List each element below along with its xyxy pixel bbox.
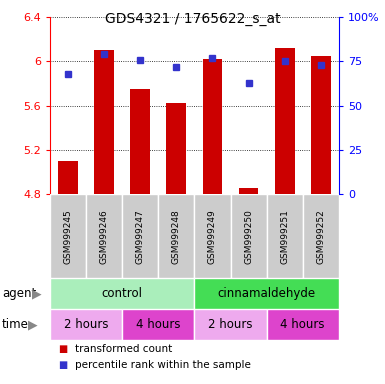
Text: percentile rank within the sample: percentile rank within the sample (75, 360, 251, 370)
Bar (122, 194, 158, 278)
Text: ▶: ▶ (28, 318, 38, 331)
Bar (166, 103, 186, 194)
Text: 2 hours: 2 hours (208, 318, 253, 331)
Bar (194, 278, 339, 309)
Bar (231, 194, 266, 278)
Bar (194, 194, 231, 278)
Text: ▶: ▶ (32, 287, 41, 300)
Bar (50, 309, 122, 340)
Text: 4 hours: 4 hours (136, 318, 181, 331)
Text: control: control (102, 287, 143, 300)
Text: GSM999249: GSM999249 (208, 209, 217, 263)
Text: GSM999245: GSM999245 (64, 209, 73, 263)
Text: time: time (2, 318, 29, 331)
Bar (303, 194, 339, 278)
Text: GSM999247: GSM999247 (136, 209, 145, 263)
Bar (311, 56, 331, 194)
Text: transformed count: transformed count (75, 344, 172, 354)
Bar (131, 89, 150, 194)
Bar (275, 48, 295, 194)
Text: agent: agent (2, 287, 36, 300)
Bar (86, 194, 122, 278)
Bar (266, 194, 303, 278)
Text: ■: ■ (58, 360, 67, 370)
Bar (239, 189, 258, 194)
Text: GSM999246: GSM999246 (100, 209, 109, 263)
Text: cinnamaldehyde: cinnamaldehyde (218, 287, 316, 300)
Bar (58, 161, 78, 194)
Text: GSM999252: GSM999252 (316, 209, 325, 263)
Bar (203, 59, 223, 194)
Text: 4 hours: 4 hours (280, 318, 325, 331)
Bar (158, 194, 194, 278)
Text: 2 hours: 2 hours (64, 318, 109, 331)
Text: ■: ■ (58, 344, 67, 354)
Bar (94, 50, 114, 194)
Bar (50, 194, 86, 278)
Text: GDS4321 / 1765622_s_at: GDS4321 / 1765622_s_at (105, 12, 280, 25)
Text: GSM999251: GSM999251 (280, 209, 289, 263)
Text: GSM999250: GSM999250 (244, 209, 253, 263)
Bar (194, 309, 266, 340)
Bar (266, 309, 339, 340)
Text: GSM999248: GSM999248 (172, 209, 181, 263)
Bar (50, 278, 194, 309)
Bar (122, 309, 194, 340)
